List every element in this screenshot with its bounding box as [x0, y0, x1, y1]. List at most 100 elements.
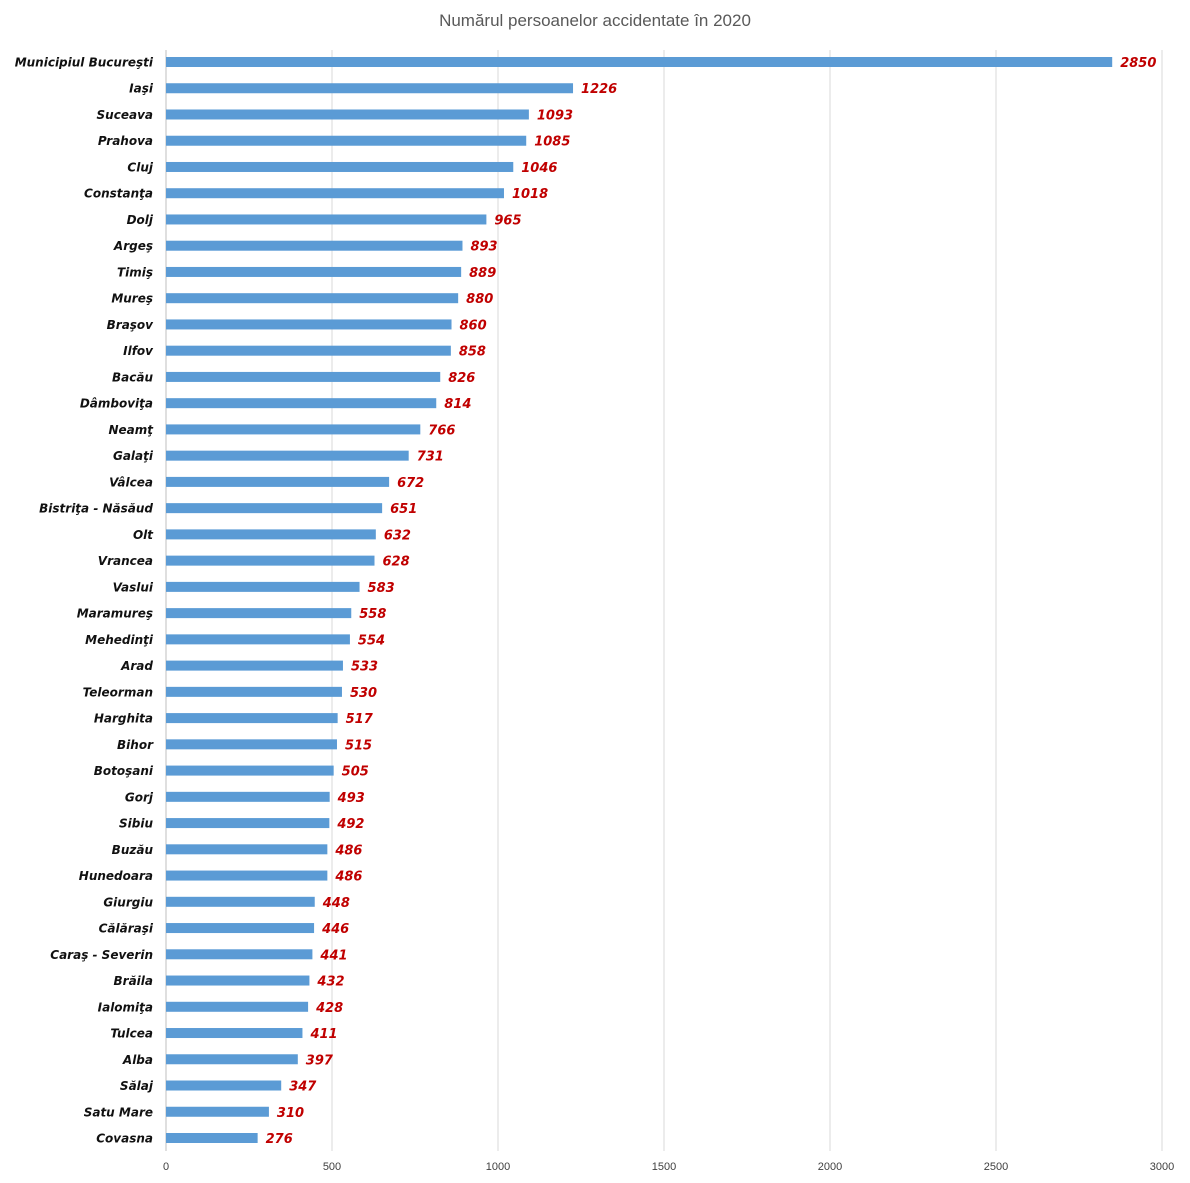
bar — [166, 555, 375, 566]
bar — [166, 293, 459, 304]
bar — [166, 1106, 269, 1117]
data-label: 583 — [368, 581, 395, 596]
bar — [166, 345, 451, 356]
data-label: 893 — [470, 240, 497, 255]
category-label: Brăila — [114, 974, 154, 988]
data-label: 446 — [321, 922, 349, 937]
data-label: 628 — [382, 555, 409, 570]
category-label: Dâmboviţa — [80, 397, 153, 411]
bar — [166, 1133, 258, 1143]
category-label: Argeş — [113, 239, 153, 253]
bar — [166, 135, 527, 146]
data-label: 492 — [336, 817, 364, 832]
category-label: Mureş — [111, 292, 153, 306]
data-label: 441 — [319, 948, 347, 963]
bar — [166, 476, 390, 487]
data-label: 1046 — [521, 161, 557, 176]
data-label: 1093 — [537, 108, 573, 123]
gridlines — [165, 50, 1163, 1151]
bar — [166, 240, 463, 251]
bar — [166, 1001, 309, 1012]
bar — [166, 57, 1113, 67]
x-tick-label: 1000 — [486, 1161, 510, 1173]
bar — [166, 188, 504, 199]
bar — [166, 1080, 282, 1091]
bar — [166, 949, 313, 960]
category-label: Iaşi — [129, 82, 154, 96]
data-label: 397 — [306, 1053, 334, 1068]
x-tick-label: 2500 — [984, 1161, 1008, 1173]
bar — [166, 161, 514, 172]
data-label: 889 — [469, 266, 496, 281]
category-label: Călăraşi — [99, 922, 154, 936]
category-label: Cluj — [127, 160, 153, 174]
data-label: 1018 — [512, 187, 548, 202]
data-label: 632 — [384, 528, 411, 543]
category-label: Botoşani — [94, 764, 154, 778]
bar — [166, 634, 350, 645]
category-label: Galaţi — [113, 449, 154, 463]
data-label: 533 — [351, 660, 378, 675]
bar — [166, 923, 315, 934]
bar — [166, 581, 360, 592]
bars — [166, 57, 1113, 1143]
x-tick-label: 2000 — [818, 1161, 842, 1173]
category-label: Mehedinţi — [85, 633, 154, 647]
category-label: Prahova — [98, 134, 153, 148]
category-label: Buzău — [112, 843, 154, 857]
data-label: 1226 — [581, 82, 617, 97]
category-label: Covasna — [96, 1132, 153, 1146]
data-label: 558 — [359, 607, 386, 622]
category-label: Suceava — [97, 108, 153, 122]
category-label: Bistriţa - Năsăud — [39, 502, 153, 516]
data-label: 493 — [337, 791, 365, 806]
category-label: Vaslui — [113, 580, 154, 594]
bar — [166, 371, 441, 382]
category-label: Maramureş — [77, 607, 153, 621]
bar — [166, 975, 310, 986]
bar — [166, 870, 328, 881]
category-label: Municipiul Bucureşti — [15, 56, 154, 70]
data-label: 486 — [334, 843, 362, 858]
data-label: 530 — [350, 686, 377, 701]
category-label: Braşov — [107, 318, 155, 332]
bar — [166, 844, 328, 855]
category-label: Sălaj — [120, 1079, 154, 1093]
data-label: 515 — [345, 738, 372, 753]
data-label: 432 — [316, 975, 344, 990]
data-label: 517 — [346, 712, 374, 727]
category-label: Giurgiu — [103, 895, 153, 909]
bar — [166, 266, 462, 277]
data-label: 554 — [358, 633, 385, 648]
x-tick-label: 500 — [323, 1161, 341, 1173]
x-tick-label: 3000 — [1150, 1161, 1174, 1173]
bar — [166, 450, 409, 461]
data-label: 1085 — [534, 135, 570, 150]
bar — [166, 660, 343, 671]
category-label: Hunedoara — [79, 869, 153, 883]
data-label: 486 — [334, 870, 362, 885]
category-label: Olt — [133, 528, 154, 542]
bar — [166, 1028, 303, 1039]
category-label: Harghita — [94, 712, 153, 726]
data-label: 858 — [459, 345, 486, 360]
bar — [166, 319, 452, 330]
data-label: 347 — [289, 1080, 317, 1095]
data-label: 880 — [466, 292, 493, 307]
category-label: Vâlcea — [109, 475, 153, 489]
category-label: Gorj — [125, 790, 154, 804]
chart-title: Numărul persoanelor accidentate în 2020 — [439, 11, 751, 30]
category-label: Sibiu — [119, 817, 153, 831]
bar — [166, 529, 376, 540]
category-label: Bihor — [117, 738, 154, 752]
data-label: 411 — [309, 1027, 337, 1042]
data-label: 826 — [448, 371, 475, 386]
labels: 0 500 1000 1500 2000 2500 3000 Municipiul Bucur… — [15, 56, 1175, 1174]
bar — [166, 739, 337, 750]
bar — [166, 765, 334, 776]
bar — [166, 503, 383, 514]
data-label: 505 — [342, 765, 369, 780]
bar — [166, 686, 342, 697]
category-label: Timiş — [117, 265, 153, 279]
